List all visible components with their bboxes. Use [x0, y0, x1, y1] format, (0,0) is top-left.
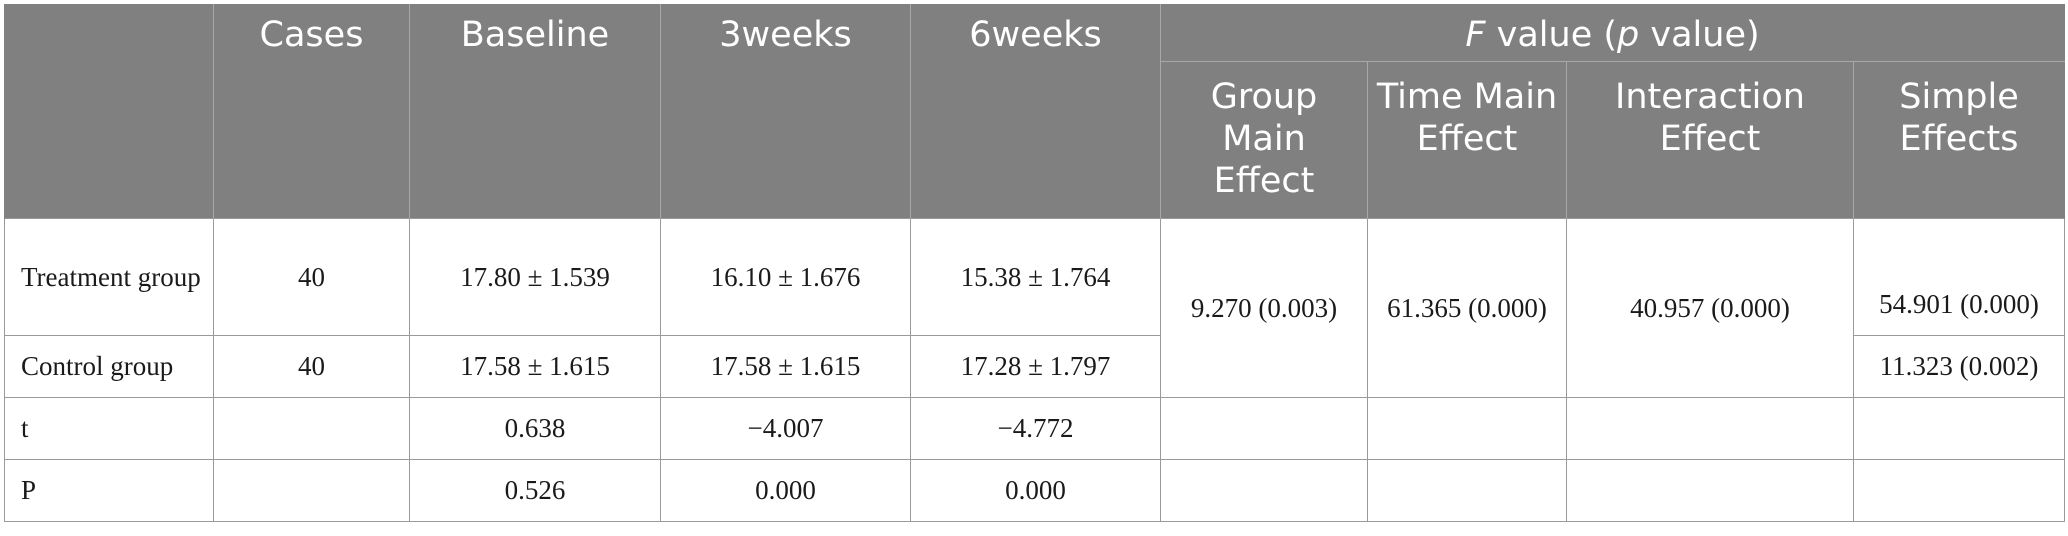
cell-t-interaction [1566, 396, 1854, 460]
cell-t-simple [1852, 396, 2066, 460]
cell-p-simple [1852, 458, 2066, 522]
cell-t-group-main [1160, 396, 1368, 460]
cell-t-baseline: 0.638 [409, 396, 661, 460]
p-symbol: p [1617, 15, 1640, 55]
f-value-text-2: value) [1639, 15, 1760, 55]
table-row-t: t 0.638 −4.007 −4.772 [4, 396, 2066, 460]
cell-p-time-main [1367, 458, 1567, 522]
cell-t-time-main [1367, 396, 1567, 460]
header-simple-effects: Simple Effects [1852, 61, 2066, 218]
cell-control-simple-effects: 11.323 (0.002) [1852, 334, 2066, 398]
row-label-control: Control group [4, 334, 214, 398]
header-group-main-effect: Group Main Effect [1160, 61, 1368, 218]
cell-p-6weeks: 0.000 [910, 458, 1161, 522]
cell-control-baseline: 17.58 ± 1.615 [409, 334, 661, 398]
header-f-value-group: F value (p value) [1159, 4, 2066, 62]
table-body: Treatment group 40 17.80 ± 1.539 16.10 ±… [4, 217, 2066, 522]
f-value-text-1: value ( [1485, 15, 1618, 55]
cell-group-main-effect: 9.270 (0.003) [1160, 217, 1368, 398]
row-label-t: t [4, 396, 214, 460]
header-3weeks: 3weeks [660, 4, 911, 218]
cell-time-main-effect: 61.365 (0.000) [1367, 217, 1567, 398]
f-symbol: F [1465, 15, 1486, 55]
header-baseline: Baseline [409, 4, 661, 218]
cell-t-6weeks: −4.772 [910, 396, 1161, 460]
table-row-control: Control group 40 17.58 ± 1.615 17.58 ± 1… [4, 334, 2066, 398]
statistics-table-container: Cases Baseline 3weeks 6weeks F value (p … [4, 4, 2066, 522]
statistics-table: Cases Baseline 3weeks 6weeks F value (p … [4, 4, 2066, 522]
cell-control-6weeks: 17.28 ± 1.797 [910, 334, 1161, 398]
cell-treatment-cases: 40 [213, 217, 410, 336]
cell-t-3weeks: −4.007 [660, 396, 911, 460]
cell-p-baseline: 0.526 [409, 458, 661, 522]
cell-treatment-baseline: 17.80 ± 1.539 [409, 217, 661, 336]
cell-p-3weeks: 0.000 [660, 458, 911, 522]
table-row-treatment: Treatment group 40 17.80 ± 1.539 16.10 ±… [4, 217, 2066, 398]
cell-treatment-3weeks: 16.10 ± 1.676 [660, 217, 911, 336]
cell-treatment-simple-effects: 54.901 (0.000) [1852, 217, 2066, 336]
row-label-p: P [4, 458, 214, 522]
cell-interaction-effect: 40.957 (0.000) [1566, 217, 1854, 398]
cell-p-interaction [1566, 458, 1854, 522]
header-6weeks: 6weeks [910, 4, 1161, 218]
header-blank-cell [4, 4, 214, 218]
row-label-treatment: Treatment group [4, 217, 214, 336]
table-row-p: P 0.526 0.000 0.000 [4, 458, 2066, 522]
cell-treatment-6weeks: 15.38 ± 1.764 [910, 217, 1161, 336]
cell-p-cases [213, 458, 410, 522]
header-cases: Cases [213, 4, 410, 218]
header-interaction-effect: Interaction Effect [1566, 61, 1854, 218]
cell-p-group-main [1160, 458, 1368, 522]
header-time-main-effect: Time Main Effect [1367, 61, 1567, 218]
table-header: Cases Baseline 3weeks 6weeks F value (p … [4, 4, 2066, 218]
cell-control-3weeks: 17.58 ± 1.615 [660, 334, 911, 398]
cell-control-cases: 40 [213, 334, 410, 398]
cell-t-cases [213, 396, 410, 460]
